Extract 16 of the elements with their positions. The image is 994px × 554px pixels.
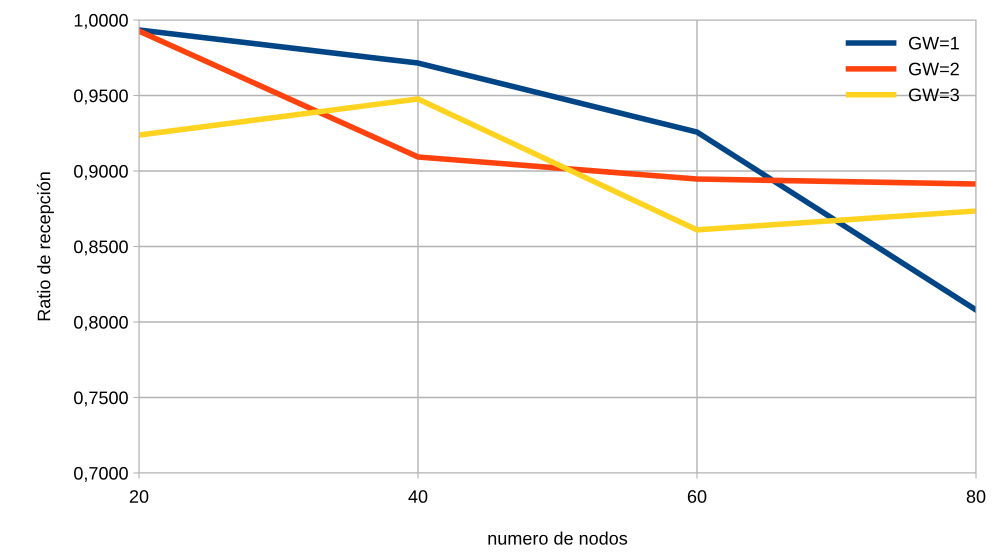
y-tick-label: 0,8000 [74,316,128,331]
x-tick-label: 20 [130,490,148,503]
x-axis-title: numero de nodos [488,532,628,545]
legend-label: GW=1 [908,36,959,50]
x-tick-label: 80 [966,490,986,503]
y-tick-label: 0,7000 [74,466,128,482]
x-tick-label: 40 [408,490,428,503]
x-tick-label: 60 [688,490,706,503]
y-tick-label: 1,0000 [74,14,128,29]
y-tick-label: 0,8500 [74,240,128,256]
y-tick-label: 0,9000 [74,164,128,180]
y-tick-label: 0,7500 [74,391,128,406]
y-tick-label: 0,9500 [74,89,128,104]
legend-label: GW=2 [908,62,959,76]
y-axis-title: Ratio de recepción [36,172,54,320]
legend-label: GW=3 [908,88,959,102]
